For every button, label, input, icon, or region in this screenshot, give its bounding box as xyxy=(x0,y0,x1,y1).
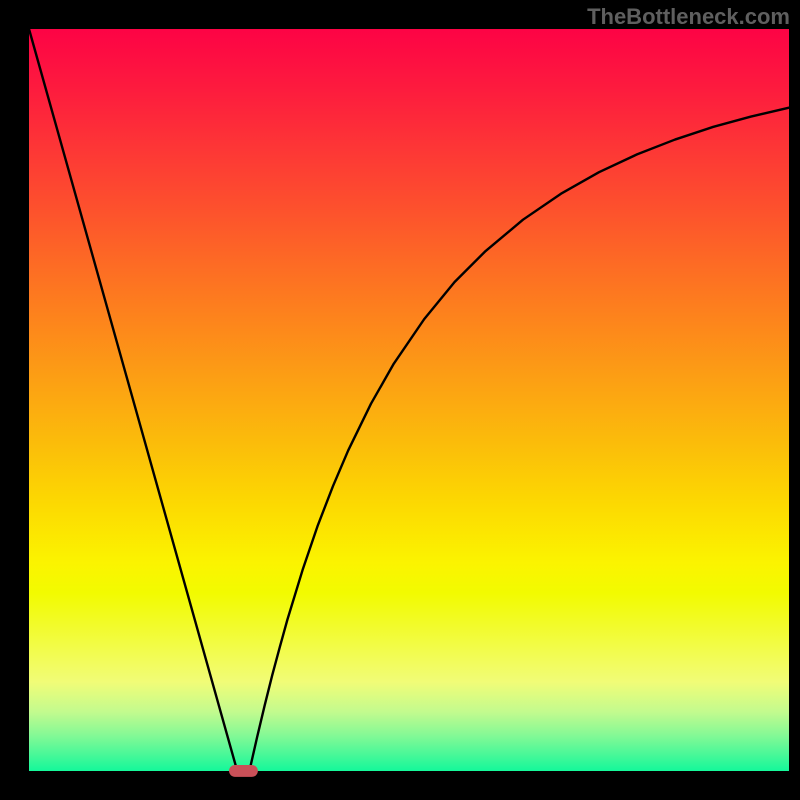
watermark-text: TheBottleneck.com xyxy=(587,4,790,30)
highlight-marker xyxy=(229,765,258,777)
chart-container: TheBottleneck.com xyxy=(0,0,800,800)
gradient-plot-background xyxy=(29,29,789,771)
